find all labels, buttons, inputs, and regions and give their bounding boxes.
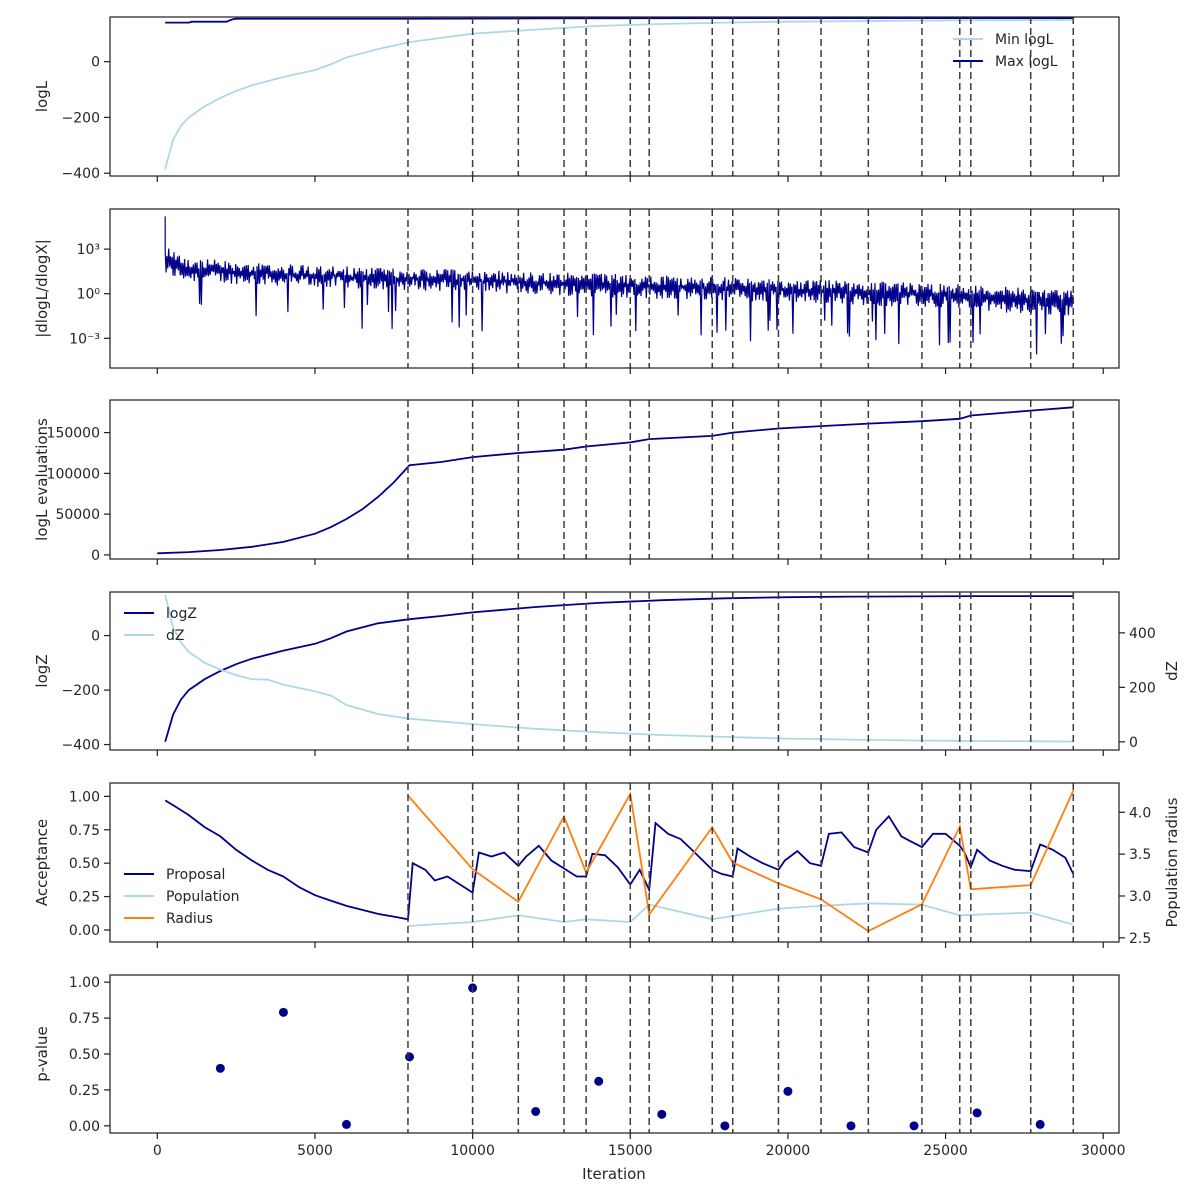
y-tick-label: 10⁰ [77,287,101,303]
y-axis-label: logL [33,80,51,112]
series-line-max-logl [165,17,1074,24]
y-tick-label: −400 [62,166,100,182]
scatter-point [278,1007,288,1017]
axes-frame [109,208,1120,369]
vertical-lines-group [407,783,1075,942]
plot-area-evals [157,406,1074,555]
y-tick-label: 0.25 [69,1083,100,1099]
legend-label: Min logL [995,32,1054,48]
scatter-point [405,1052,415,1062]
x-tick-label: 20000 [766,1143,811,1159]
y-tick-label: 100000 [47,466,100,482]
series-line-logz [164,595,1074,743]
y-tick-label-right: 0 [1129,735,1138,751]
legend-label: logZ [166,606,197,622]
vertical-lines-group [407,592,1075,750]
y-axis-label: |dlogL/dlogX| [33,239,51,338]
plot-area-pvalue [215,983,1045,1131]
series-line-min-logl [164,18,1074,170]
axes-frame [109,399,1120,560]
vertical-lines-group [407,400,1075,559]
y-tick-label: −200 [62,683,100,699]
y-tick-label: 10⁻³ [69,331,100,347]
scatter-point [909,1121,919,1131]
y-axis-label: Acceptance [33,819,51,906]
scatter-point [846,1121,856,1131]
y-tick-label: 0 [91,55,100,71]
legend-label: Max logL [995,54,1058,70]
legend-label: Radius [166,911,213,927]
y-axis-label-right: dZ [1163,661,1181,681]
y-tick-label-right: 400 [1129,626,1156,642]
y-tick-label: −200 [62,110,100,126]
vertical-lines-group [407,17,1075,176]
scatter-point [972,1108,982,1118]
y-tick-label: 1.00 [69,789,100,805]
y-tick-label-right: 4.0 [1129,805,1151,821]
scatter-point [531,1106,541,1116]
y-axis-label: logL evaluations [33,418,51,541]
axes-frame [109,591,1120,751]
series-line-population [407,902,1074,927]
y-tick-label: −400 [62,738,100,754]
x-tick-label: 25000 [923,1143,968,1159]
x-tick-label: 10000 [450,1143,495,1159]
x-tick-label: 15000 [608,1143,653,1159]
x-tick-label: 5000 [297,1143,333,1159]
y-tick-label: 0.75 [69,823,100,839]
y-tick-label: 0 [91,548,100,564]
y-tick-label: 1.00 [69,975,100,991]
series-line-dz [164,594,1074,743]
legend-label: dZ [166,628,184,644]
scatter-point [783,1086,793,1096]
y-tick-label: 0.75 [69,1011,100,1027]
axes-frame [109,782,1120,943]
plot-area-logl [164,17,1074,170]
plot-area-logz [164,594,1074,743]
y-tick-label: 0.50 [69,1047,100,1063]
vertical-lines-group [407,975,1075,1133]
y-tick-label: 0.25 [69,890,100,906]
legend-label: Proposal [166,867,225,883]
series-line-evals [157,406,1074,555]
x-axis-label: Iteration [582,1165,646,1183]
scatter-point [594,1076,604,1086]
scatter-point [657,1109,667,1119]
axes-frame [109,16,1120,177]
scatter-point [1035,1119,1045,1129]
y-axis-label: logZ [33,654,51,687]
y-axis-label: p-value [33,1026,51,1082]
series-line [164,216,1074,355]
y-tick-label-right: 200 [1129,680,1156,696]
y-tick-label: 50000 [55,507,100,523]
scatter-point [341,1119,351,1129]
y-tick-label: 0.00 [69,923,100,939]
scatter-point [215,1063,225,1073]
y-tick-label: 0.00 [69,1119,100,1135]
y-tick-label: 0 [91,629,100,645]
y-tick-label-right: 3.0 [1129,889,1151,905]
y-tick-label: 10³ [77,242,100,258]
y-axis-label-right: Population radius [1163,797,1181,927]
y-tick-label: 0.50 [69,856,100,872]
legend-label: Population [166,889,240,905]
axes-frame [109,974,1120,1134]
plot-area-dlogl [164,216,1074,355]
y-tick-label-right: 3.5 [1129,847,1151,863]
plot-area-acceptance [164,790,1075,933]
x-tick-label: 0 [153,1143,162,1159]
series-line-proposal [164,799,1075,921]
x-tick-label: 30000 [1081,1143,1126,1159]
y-tick-label: 150000 [47,426,100,442]
vertical-lines-group [407,209,1075,368]
scatter-point [720,1121,730,1131]
y-tick-label-right: 2.5 [1129,931,1151,947]
